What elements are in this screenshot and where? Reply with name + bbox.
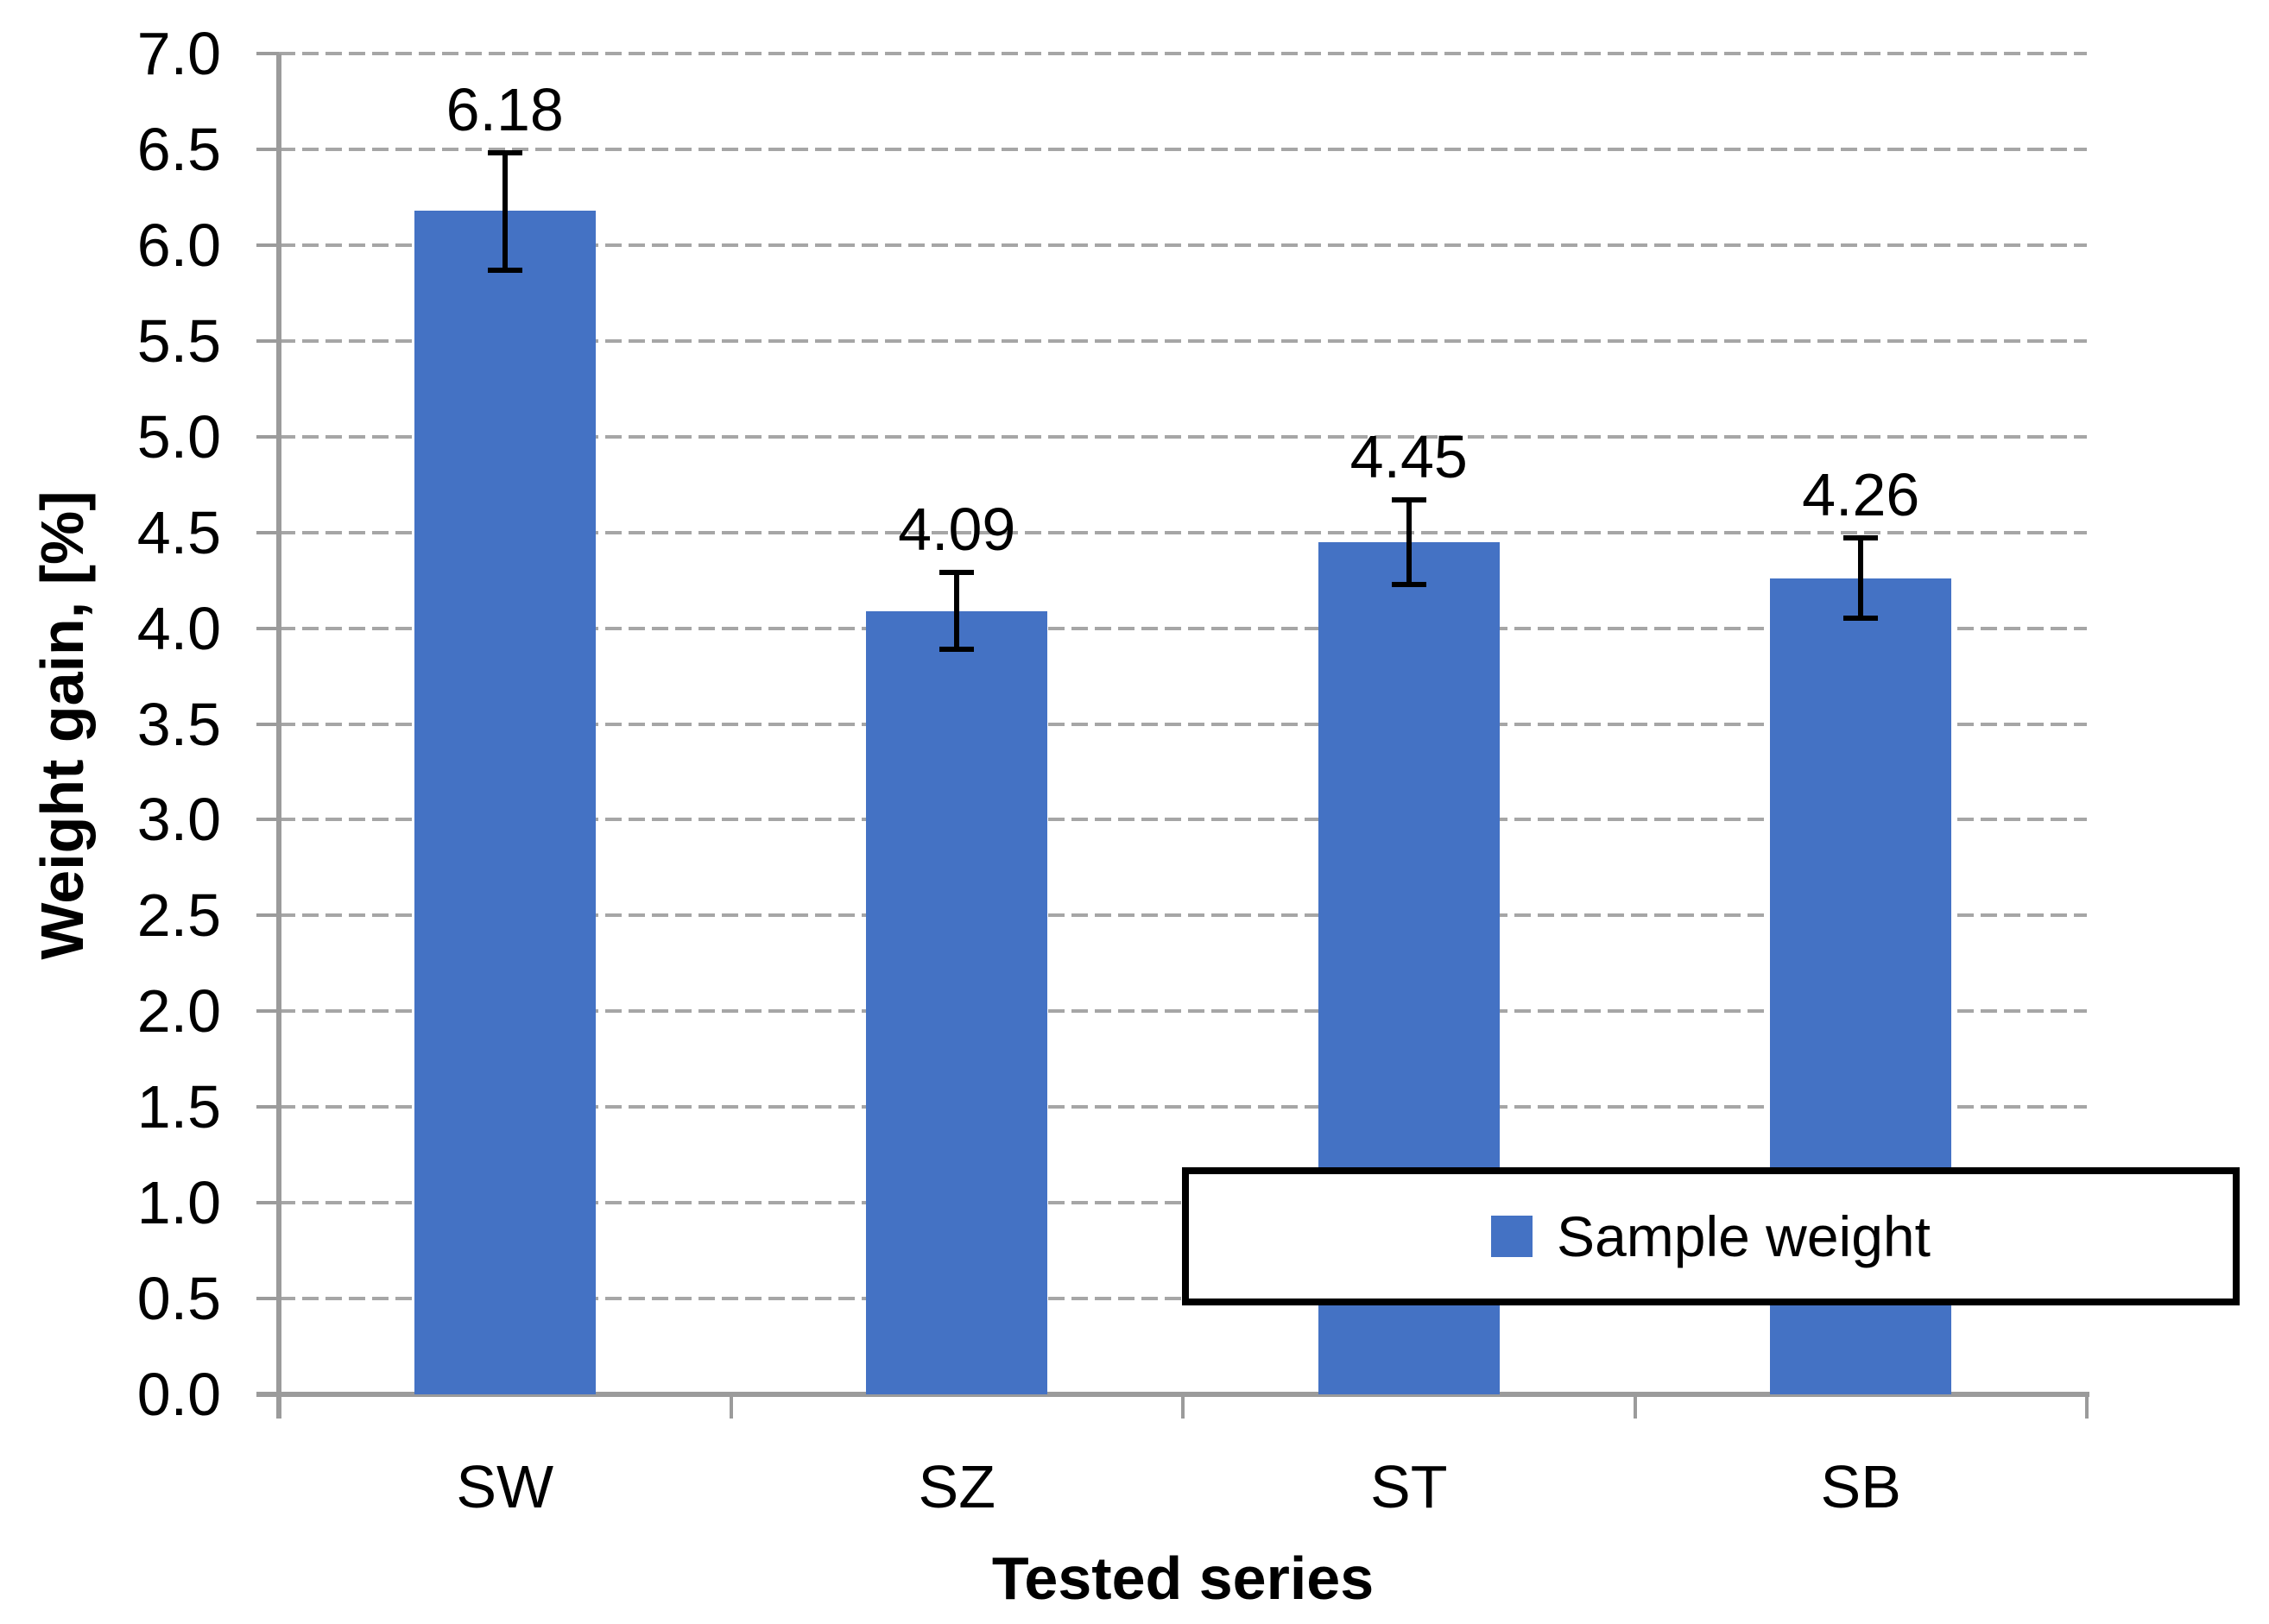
data-label-sb: 4.26 — [1802, 461, 1920, 529]
gridline — [279, 52, 2087, 55]
error-bar-cap-bottom-sb — [1843, 616, 1879, 622]
error-bar-line-st — [1406, 499, 1412, 585]
gridline — [279, 913, 2087, 918]
gridline — [279, 434, 2087, 439]
y-tick-label: 7.0 — [136, 20, 221, 87]
error-bar-line-sb — [1858, 538, 1864, 619]
y-tick — [256, 626, 279, 630]
y-tick-label: 5.5 — [136, 306, 221, 375]
gridline — [279, 147, 2087, 151]
data-label-sw: 6.18 — [446, 76, 564, 144]
y-tick — [256, 1105, 279, 1109]
y-tick — [256, 913, 279, 918]
data-label-sz: 4.09 — [898, 496, 1016, 564]
y-tick-label: 6.5 — [136, 115, 221, 183]
y-tick-label: 0.5 — [136, 1265, 221, 1333]
y-tick — [256, 1009, 279, 1014]
x-tick — [1181, 1394, 1185, 1419]
x-axis-title: Tested series — [991, 1545, 1375, 1612]
y-tick-label: 6.0 — [136, 211, 221, 279]
y-tick — [256, 722, 279, 726]
x-tick — [729, 1394, 733, 1419]
legend: Sample weight — [1182, 1167, 2240, 1305]
error-bar-cap-bottom-st — [1391, 581, 1426, 587]
y-tick — [256, 1297, 279, 1301]
y-tick-label: 2.0 — [136, 977, 221, 1046]
x-tick — [2085, 1394, 2089, 1419]
gridline — [279, 338, 2087, 343]
y-tick — [256, 434, 279, 439]
y-tick — [256, 1201, 279, 1205]
y-tick-label: 0.0 — [136, 1361, 221, 1428]
gridline — [279, 1009, 2087, 1014]
error-bar-line-sw — [502, 153, 508, 270]
y-tick-label: 4.5 — [136, 498, 221, 566]
gridline — [279, 243, 2087, 247]
y-tick — [256, 530, 279, 534]
gridline — [279, 722, 2087, 726]
error-bar-cap-bottom-sz — [939, 646, 975, 652]
y-tick — [256, 147, 279, 151]
error-bar-cap-top-sw — [487, 150, 522, 156]
x-category-label-sz: SZ — [918, 1453, 995, 1520]
y-tick — [256, 52, 279, 55]
x-category-label-sb: SB — [1820, 1453, 1901, 1520]
x-category-label-sw: SW — [456, 1453, 554, 1520]
gridline — [279, 1105, 2087, 1109]
y-tick-label: 1.0 — [136, 1169, 221, 1237]
y-tick-label: 2.5 — [136, 882, 221, 950]
error-bar-cap-top-sz — [939, 570, 975, 576]
error-bar-line-sz — [954, 572, 960, 649]
y-axis-line — [276, 54, 281, 1419]
y-tick — [256, 818, 279, 822]
y-tick-label: 1.5 — [136, 1073, 221, 1141]
error-bar-cap-top-st — [1391, 496, 1426, 502]
x-tick — [277, 1394, 281, 1419]
legend-swatch — [1491, 1216, 1533, 1257]
gridline — [279, 818, 2087, 822]
y-tick — [256, 243, 279, 247]
y-tick-label: 3.5 — [136, 690, 221, 758]
x-axis-line — [256, 1392, 2089, 1397]
y-tick-label: 5.0 — [136, 402, 221, 471]
error-bar-cap-bottom-sw — [487, 267, 522, 273]
data-label-st: 4.45 — [1349, 422, 1468, 490]
y-tick-label: 3.0 — [136, 786, 221, 854]
y-tick-label: 4.0 — [136, 594, 221, 662]
gridline — [279, 530, 2087, 534]
y-tick — [256, 338, 279, 343]
x-tick — [1633, 1394, 1637, 1419]
x-category-label-st: ST — [1370, 1453, 1448, 1520]
legend-label: Sample weight — [1557, 1204, 1931, 1268]
bar-sw — [414, 210, 596, 1394]
gridline — [279, 626, 2087, 630]
bar-sz — [866, 610, 1048, 1394]
error-bar-cap-top-sb — [1843, 535, 1879, 541]
